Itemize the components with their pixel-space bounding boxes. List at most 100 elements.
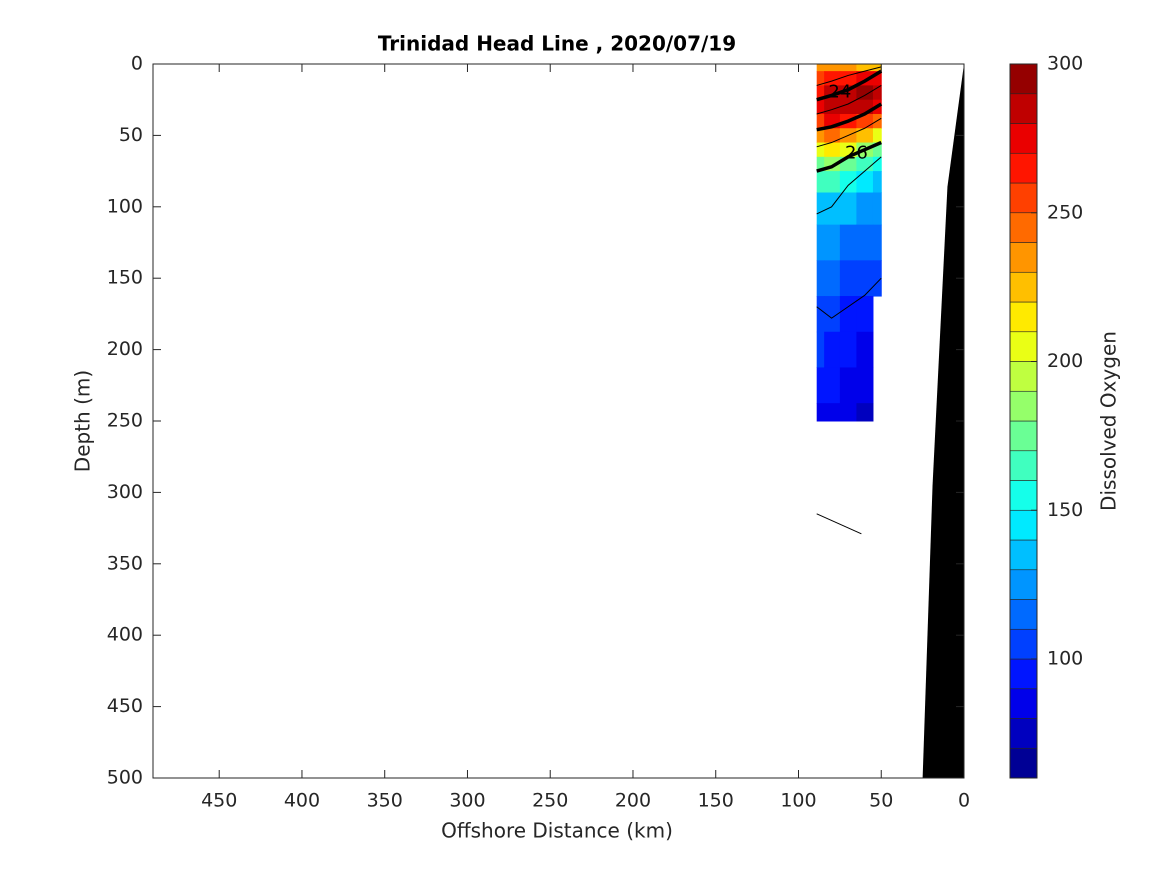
colorbar-tick-label: 150: [1047, 499, 1083, 521]
contour-cell: [856, 85, 874, 101]
colorbar-band: [1009, 123, 1038, 154]
contour-cell: [856, 128, 874, 144]
contour-cell: [839, 64, 857, 72]
colorbar-band: [1009, 509, 1038, 541]
contour-cell: [816, 113, 825, 129]
contour-cell: [824, 171, 841, 194]
contour-cell: [824, 296, 841, 333]
x-tick-label: 200: [615, 790, 651, 812]
contour-cell: [816, 260, 825, 297]
contour-cell: [839, 224, 857, 261]
contour-cell: [856, 224, 874, 261]
contour-cell: [839, 171, 857, 194]
contour-line: [816, 140, 882, 173]
colorbar-band: [1009, 93, 1038, 124]
colorbar-tick-label: 250: [1047, 201, 1083, 223]
colorbar-band: [1009, 420, 1038, 452]
contour-cell: [872, 171, 882, 194]
contour-line: [816, 102, 883, 132]
y-tick-label: 200: [107, 338, 143, 360]
contour-cell: [856, 403, 874, 422]
contour-cell: [816, 156, 825, 172]
colorbar-band: [1009, 747, 1038, 779]
y-tick-label: 450: [107, 695, 143, 717]
bathymetry: [922, 64, 964, 778]
contour-line: [816, 277, 882, 319]
contour-cell: [872, 128, 882, 144]
x-tick-label: 400: [284, 790, 320, 812]
contour-cell: [816, 296, 825, 333]
colorbar-tick-label: 300: [1047, 53, 1083, 75]
contour-cell: [872, 156, 882, 172]
colorbar-band: [1009, 628, 1038, 660]
contour-cell: [872, 224, 882, 261]
contour-cell: [816, 128, 825, 144]
y-tick-label: 500: [107, 767, 143, 789]
x-tick-label: 100: [780, 790, 816, 812]
contour-cell: [824, 331, 841, 368]
colorbar-band: [1009, 688, 1038, 719]
contour-cell: [839, 331, 857, 368]
colorbar-band: [1009, 63, 1038, 95]
x-tick-label: 0: [958, 790, 970, 812]
contour-cell: [839, 71, 857, 86]
contour-cell: [856, 156, 874, 172]
y-tick-label: 50: [119, 124, 143, 146]
contour-label: 26: [845, 142, 868, 163]
colorbar-band: [1009, 718, 1038, 749]
contour-cell: [824, 367, 841, 404]
contour-cell: [816, 85, 825, 101]
colorbar-tick-label: 100: [1047, 648, 1083, 670]
colorbar-band: [1009, 212, 1038, 243]
contour-cell: [872, 85, 882, 101]
y-tick-label: 300: [107, 481, 143, 503]
colorbar-band: [1009, 361, 1038, 392]
contour-cell: [816, 71, 825, 86]
contour-cell: [839, 367, 857, 404]
contour-cell: [824, 260, 841, 297]
x-tick-label: 50: [869, 790, 893, 812]
contour-cell: [856, 331, 874, 368]
contour-cell: [816, 142, 825, 158]
contour-cell: [824, 403, 841, 422]
contour-cell: [872, 260, 882, 297]
colorbar-band: [1009, 569, 1038, 600]
contour-cell: [824, 128, 841, 144]
colorbar-band: [1009, 450, 1038, 481]
contour-label: 24: [828, 82, 851, 103]
colorbar-band: [1009, 658, 1038, 690]
contour-cell: [816, 403, 825, 422]
contour-cell: [839, 99, 857, 115]
y-axis-label: Depth (m): [71, 370, 95, 472]
x-tick-label: 450: [201, 790, 237, 812]
y-tick-label: 0: [131, 53, 143, 75]
contour-cell: [856, 260, 874, 297]
colorbar-band: [1009, 599, 1038, 630]
colorbar-band: [1009, 390, 1038, 422]
contour-cell: [816, 99, 825, 115]
contour-cell: [839, 403, 857, 422]
contour-cell: [856, 171, 874, 194]
contour-cell: [872, 113, 882, 129]
contour-cell: [856, 296, 874, 333]
colorbar-band: [1009, 331, 1038, 362]
contour-cell: [872, 192, 882, 226]
contour-cell: [816, 224, 825, 261]
colorbar-band: [1009, 152, 1038, 184]
colorbar-band: [1009, 539, 1038, 571]
colorbar-band: [1009, 480, 1038, 511]
contour-line: [816, 84, 882, 115]
contour-cell: [816, 367, 825, 404]
contour-line: [816, 156, 882, 215]
y-tick-label: 350: [107, 552, 143, 574]
contour-line: [816, 69, 883, 102]
x-tick-label: 150: [698, 790, 734, 812]
contour-line: [816, 117, 882, 148]
contour-cell: [816, 171, 825, 194]
y-tick-label: 400: [107, 624, 143, 646]
contour-cell: [816, 64, 825, 72]
contour-cell: [872, 71, 882, 86]
chart-title: Trinidad Head Line , 2020/07/19: [378, 32, 736, 56]
x-axis-label: Offshore Distance (km): [441, 819, 673, 843]
